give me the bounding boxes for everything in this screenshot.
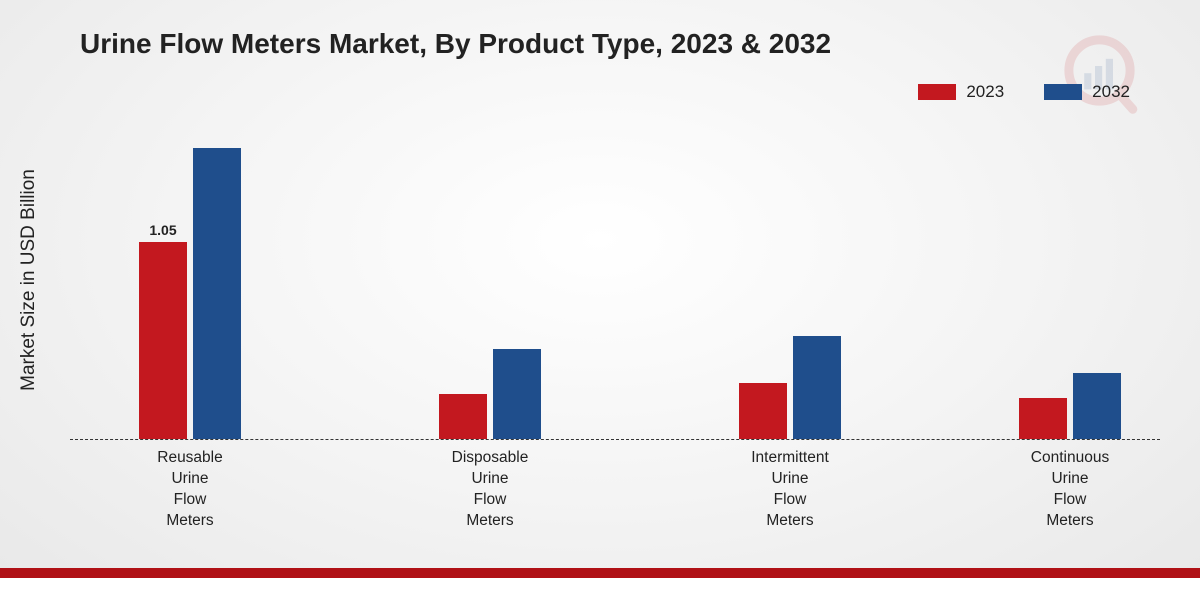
bar [439, 394, 487, 439]
bar [493, 349, 541, 439]
y-axis-label: Market Size in USD Billion [18, 169, 40, 391]
bar-group [730, 336, 850, 439]
x-tick-label: DisposableUrineFlowMeters [410, 448, 570, 532]
watermark-logo [1050, 30, 1140, 120]
legend-swatch-2032 [1044, 84, 1082, 100]
legend-swatch-2023 [918, 84, 956, 100]
footer-bar [0, 568, 1200, 600]
bar-group: 1.05 [130, 148, 250, 439]
bar [739, 383, 787, 439]
bar [1073, 373, 1121, 439]
y-axis-label-wrap: Market Size in USD Billion [14, 0, 44, 560]
bar-group [430, 349, 550, 439]
bar [193, 148, 241, 439]
plot-area: 1.05 [70, 130, 1160, 440]
bar [1019, 398, 1067, 439]
x-tick-label: ReusableUrineFlowMeters [110, 448, 270, 532]
x-axis-labels: ReusableUrineFlowMeters DisposableUrineFl… [70, 448, 1160, 548]
chart-title: Urine Flow Meters Market, By Product Typ… [80, 28, 831, 60]
bar: 1.05 [139, 242, 187, 439]
x-tick-label: IntermittentUrineFlowMeters [710, 448, 870, 532]
legend-label-2032: 2032 [1092, 82, 1130, 102]
legend: 2023 2032 [918, 82, 1130, 102]
bar-group [1010, 373, 1130, 439]
x-tick-label: ContinuousUrineFlowMeters [990, 448, 1150, 532]
legend-label-2023: 2023 [966, 82, 1004, 102]
bar [793, 336, 841, 439]
legend-item-2023: 2023 [918, 82, 1004, 102]
bar-value-label: 1.05 [149, 222, 176, 238]
legend-item-2032: 2032 [1044, 82, 1130, 102]
